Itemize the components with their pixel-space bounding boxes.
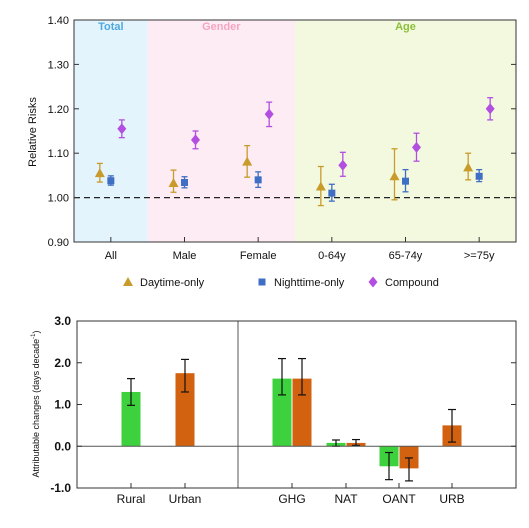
legend-item-nighttime-only: Nighttime-only [258,277,345,289]
bar-ghg-rural [272,357,292,447]
point-square [254,176,262,184]
x-tick-label: Rural [117,492,146,506]
point-square [402,177,409,185]
x-tick-label: URB [439,492,464,506]
y-tick-label: 1.20 [48,104,69,116]
bar-nat-urban [346,438,366,447]
point-triangle [463,162,474,172]
legend: Daytime-only Nighttime-only Compound [123,276,439,289]
y-axis-label-close: ) [31,331,41,334]
y-tick-label: 0.90 [48,237,69,249]
point-diamond [191,134,200,146]
legend-item-compound: Compound [368,276,439,289]
x-tick-label: NAT [334,492,358,506]
point-square [328,189,336,197]
legend-marker-diamond [368,276,378,288]
group-label-total: Total [98,21,123,33]
bar-rural-rural [121,378,141,447]
y-tick-label: 1.00 [48,193,69,205]
point-triangle [168,177,179,187]
bar [121,391,141,447]
plot-frame [73,19,517,243]
x-tick-label: 0-64y [318,250,346,262]
y-tick-label: -1.0 [50,481,71,495]
y-tick-label: 2.0 [54,356,71,370]
y-axis-label: Attributable changes (days decade-1) [31,331,41,478]
x-tick-label: All [105,250,117,262]
x-tick-label: Female [240,250,277,262]
x-axis: Rural Urban GHG NAT OANT URB [117,483,465,506]
x-axis: All Male Female 0-64y 65-74y >=75y [105,237,495,262]
bar-ghg-urban [292,357,312,447]
bars [121,357,462,482]
point-diamond [338,159,348,171]
x-tick-label: 65-74y [389,250,423,262]
bar-oant-urban [399,446,419,482]
y-axis-label-text: Attributable changes (days decade [31,339,41,478]
y-axis-label-superscript: -1 [31,333,37,339]
legend-marker-triangle [123,277,133,286]
y-tick-label: 3.0 [54,314,71,328]
relative-risks-chart: Total Gender Age 0.901.001.101.201.301.40 … [27,15,517,262]
legend-label: Daytime-only [140,277,205,289]
point-triangle [389,171,400,181]
point-triangle [315,181,326,191]
series-daytime-only [94,145,474,207]
legend-label: Nighttime-only [274,277,345,289]
group-band-age [295,20,516,242]
bar-urban-urban [175,358,195,447]
x-tick-label: GHG [278,492,305,506]
attributable-changes-chart: -1.0 0.0 1.0 2.0 3.0 Rural Urban GHG NAT OANT URB… [31,314,517,506]
bar-oant-rural [379,446,399,481]
point-diamond [485,103,495,115]
y-tick-label: 1.40 [48,15,69,27]
point-square [475,172,483,180]
point-diamond [117,123,127,135]
legend-item-daytime-only: Daytime-only [123,277,205,289]
series-nighttime-only [107,168,483,202]
legend-label: Compound [385,277,439,289]
bar-nat-rural [326,439,346,447]
x-tick-label: >=75y [464,250,495,262]
y-tick-label: 1.0 [54,398,71,412]
y-tick-label: 1.10 [48,148,69,160]
group-label-gender: Gender [202,21,241,33]
point-triangle [94,168,105,178]
data-marks [94,97,495,207]
point-square [181,179,188,187]
group-band-gender [147,20,295,242]
bar [399,446,419,469]
point-square [107,177,115,185]
point-diamond [412,141,421,153]
bar [292,378,312,447]
group-band-total [74,20,148,242]
point-triangle [242,156,253,166]
group-backgrounds [74,20,516,242]
legend-marker-square [258,278,266,286]
series-compound [117,97,495,177]
x-tick-label: Urban [169,492,202,506]
group-labels: Total Gender Age [98,21,416,33]
x-tick-label: OANT [382,492,416,506]
y-axis: 0.90 1.00 1.10 1.20 1.30 1.40 [48,15,516,249]
bar [175,373,195,447]
group-label-age: Age [395,21,416,33]
point-diamond [264,108,274,120]
y-tick-label: 1.30 [48,59,69,71]
bar-urb-urban [442,408,462,447]
bar [272,378,292,447]
x-tick-label: Male [173,250,197,262]
y-axis: -1.0 0.0 1.0 2.0 3.0 [50,314,516,495]
y-axis-label: Relative Risks [27,97,39,167]
y-tick-label: 0.0 [54,439,71,453]
